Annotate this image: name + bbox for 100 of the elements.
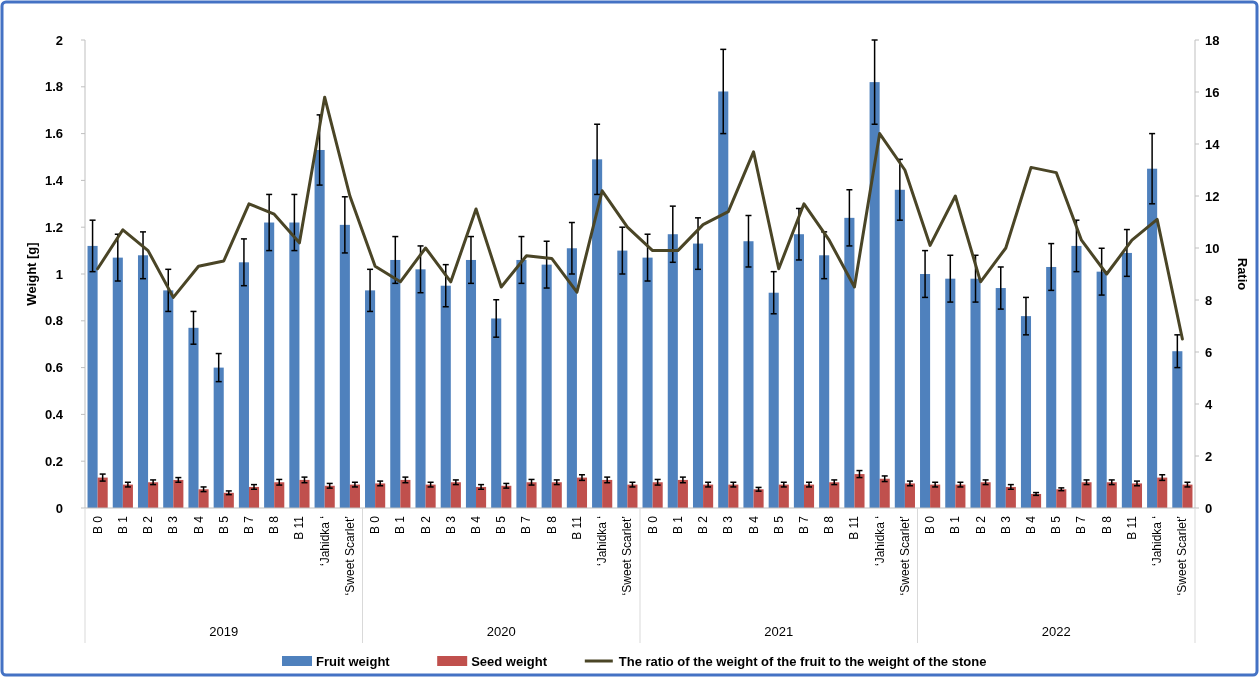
y2-tick-label: 14 <box>1205 136 1221 152</box>
bar <box>768 292 779 508</box>
y-tick-label: 0.8 <box>44 313 63 329</box>
bar <box>1096 271 1107 508</box>
y2-tick-label: 0 <box>1205 500 1213 516</box>
bar <box>869 82 880 508</box>
bar <box>213 367 224 508</box>
bar <box>248 486 260 508</box>
text: 2019 <box>209 624 239 639</box>
bar <box>365 290 376 508</box>
bar <box>728 484 739 508</box>
bar <box>955 484 966 508</box>
x-tick-label: B 4 <box>1024 515 1039 535</box>
x-tick-label: B 4 <box>191 515 206 535</box>
x-tick-label: B 2 <box>696 515 711 535</box>
bar <box>198 489 209 508</box>
x-tick-label: B 11 <box>569 515 584 540</box>
bar <box>879 478 890 508</box>
x-tick-label: B 1 <box>670 515 685 535</box>
x-tick-label: B 5 <box>494 515 509 535</box>
bar <box>137 255 149 508</box>
x-tick-label: B 8 <box>267 515 282 535</box>
y2-tick-label: 16 <box>1205 84 1220 100</box>
y2-tick-label: 6 <box>1205 344 1213 360</box>
bar <box>1071 245 1082 508</box>
y-tick-label: 1.6 <box>44 126 63 142</box>
bar <box>476 486 487 508</box>
x-tick-label: B 0 <box>90 515 105 535</box>
x-tick-label: B 3 <box>443 515 458 535</box>
x-tick-label: B 11 <box>292 515 307 540</box>
x-tick-label: B 4 <box>469 515 484 535</box>
bar <box>703 484 714 508</box>
x-tick-label: B 5 <box>1049 515 1064 535</box>
legend-label: The ratio of the weight of the fruit to the weight of the stone <box>618 653 987 669</box>
bar <box>87 245 98 508</box>
bar <box>1172 351 1183 508</box>
x-tick-label: B 1 <box>393 515 408 535</box>
bar <box>904 483 915 508</box>
bar <box>491 318 502 508</box>
bar <box>1005 486 1016 508</box>
bar <box>289 222 300 508</box>
bar <box>349 484 360 508</box>
bar <box>400 479 411 508</box>
x-tick-label: B 8 <box>1099 515 1114 535</box>
x-tick-label: B 4 <box>746 515 761 535</box>
bar <box>390 259 401 508</box>
bar <box>753 489 764 508</box>
bar <box>677 479 688 508</box>
bar <box>541 264 552 508</box>
bar <box>1020 316 1032 508</box>
bar <box>718 91 729 508</box>
bar <box>1147 168 1158 508</box>
bar <box>995 288 1006 508</box>
bar <box>299 479 310 508</box>
y-tick-label: 1.4 <box>44 172 64 188</box>
y-tick-label: 0.4 <box>44 406 64 422</box>
x-tick-label: ‘Jahidka ‘ <box>872 516 887 567</box>
bar <box>526 482 537 508</box>
bar <box>122 484 133 508</box>
x-tick-label: B 11 <box>847 515 862 540</box>
x-tick-label: B 0 <box>923 515 938 535</box>
y2-tick-label: 18 <box>1205 32 1220 48</box>
bar <box>980 482 991 508</box>
bar <box>566 248 577 508</box>
x-tick-label: B 3 <box>721 515 736 535</box>
y2-axis-title: Ratio <box>1235 257 1250 291</box>
bar <box>440 285 451 508</box>
bar <box>627 484 638 508</box>
bar <box>1081 482 1092 508</box>
line-series <box>96 95 1184 341</box>
x-tick-label: B 0 <box>368 515 383 535</box>
x-tick-label: B 2 <box>141 515 156 535</box>
bar <box>450 482 461 508</box>
bar <box>274 482 285 508</box>
bar <box>844 217 855 508</box>
bar <box>945 278 956 508</box>
bar <box>112 257 123 508</box>
text: 2021 <box>764 624 794 639</box>
bar <box>425 484 436 508</box>
bar <box>803 484 815 508</box>
bar <box>339 224 350 508</box>
y2-tick-label: 2 <box>1205 448 1213 464</box>
bar <box>238 262 249 508</box>
bar <box>1056 489 1067 508</box>
bar <box>551 482 562 508</box>
x-tick-label: B 2 <box>418 515 433 535</box>
bar <box>97 477 108 508</box>
x-tick-label: B 8 <box>544 515 559 535</box>
x-tick-label: ‘Jahidka ‘ <box>1150 516 1165 567</box>
bar <box>592 159 603 508</box>
bar <box>930 484 941 508</box>
y-tick-label: 0.6 <box>44 360 63 376</box>
bar <box>173 479 184 508</box>
bar <box>667 234 678 508</box>
bar <box>576 477 588 508</box>
y-tick-label: 2 <box>55 32 63 48</box>
bar <box>375 483 386 508</box>
bar <box>602 479 613 508</box>
text: 2020 <box>486 624 516 639</box>
x-tick-label: B 2 <box>973 515 988 535</box>
